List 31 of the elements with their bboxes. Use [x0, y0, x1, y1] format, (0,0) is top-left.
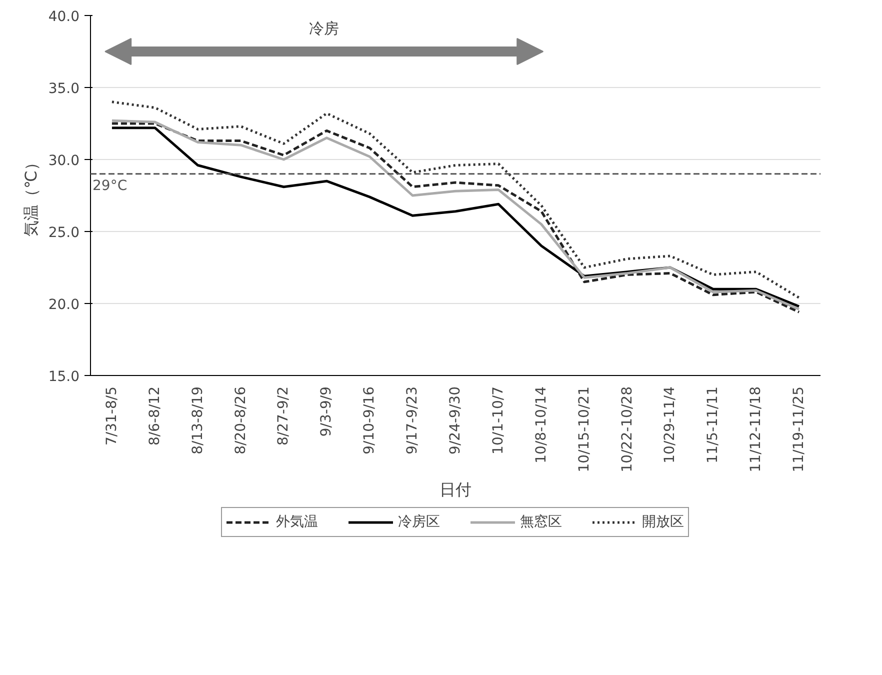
- legend-label: 外気温: [276, 513, 318, 531]
- y-tick-label: 30.0: [48, 153, 80, 169]
- x-tick-label: 9/10-9/16: [362, 386, 378, 454]
- x-tick-label: 10/15-10/21: [576, 386, 592, 472]
- x-tick-label: 8/6-8/12: [146, 386, 163, 446]
- x-tick-label: 10/1-10/7: [490, 386, 506, 454]
- legend-label: 開放区: [642, 513, 684, 531]
- x-axis-title: 日付: [440, 480, 472, 500]
- x-tick-label: 7/31-8/5: [104, 386, 120, 446]
- y-axis-title: 気温（℃）: [21, 154, 40, 236]
- legend-label: 無窓区: [520, 513, 562, 531]
- y-tick-label: 20.0: [48, 297, 80, 313]
- y-tick-label: 40.0: [48, 9, 80, 25]
- x-tick-label: 11/12-11/18: [748, 386, 764, 472]
- annotation: 冷房: [309, 20, 340, 38]
- ref-line-label: 29°C: [92, 178, 128, 194]
- y-tick-label: 15.0: [48, 369, 80, 385]
- x-tick-label: 9/3-9/9: [318, 386, 335, 437]
- x-tick-label: 9/24-9/30: [448, 386, 464, 454]
- x-tick-label: 10/22-10/28: [619, 386, 636, 472]
- y-tick-label: 25.0: [48, 225, 80, 241]
- x-tick-label: 8/27-9/2: [276, 386, 292, 446]
- x-tick-label: 9/17-9/23: [404, 386, 421, 454]
- x-tick-label: 11/5-11/11: [705, 386, 722, 464]
- x-tick-label: 10/8-10/14: [533, 386, 550, 464]
- legend-label: 冷房区: [398, 513, 440, 531]
- y-tick-label: 35.0: [48, 81, 80, 97]
- x-tick-label: 8/20-8/26: [232, 386, 249, 454]
- x-tick-label: 8/13-8/19: [190, 386, 206, 454]
- x-tick-label: 11/19-11/25: [791, 386, 808, 472]
- x-tick-label: 10/29-11/4: [662, 386, 678, 464]
